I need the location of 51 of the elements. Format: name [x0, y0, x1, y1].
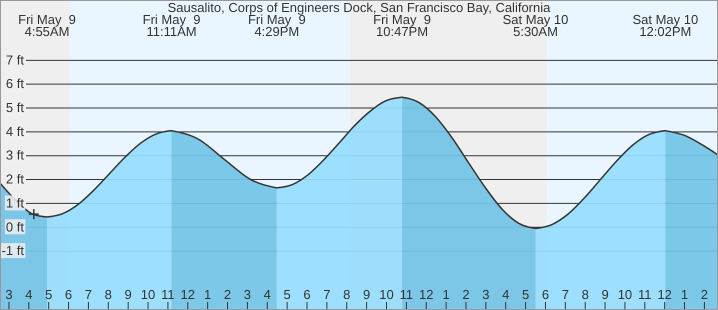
x-tick-label: 6 — [303, 287, 311, 302]
chart-title: Sausalito, Corps of Engineers Dock, San Francisco Bay, California — [168, 0, 552, 15]
x-tick-label: 8 — [104, 287, 112, 302]
x-tick-label: 12 — [657, 287, 672, 302]
x-tick-label: 3 — [244, 287, 252, 302]
y-tick-label: 6 ft — [6, 76, 24, 92]
x-tick-label: 10 — [618, 287, 632, 302]
x-tick-label: 4 — [264, 287, 271, 302]
x-tick-label: 11 — [161, 287, 175, 302]
annotation: Fri May 9 4:55AM — [18, 12, 76, 39]
y-tick-label: 4 ft — [6, 124, 24, 139]
x-tick-label: 3 — [482, 287, 490, 302]
x-tick-label: 5 — [522, 287, 530, 302]
x-tick-label: 8 — [582, 287, 589, 302]
x-tick-label: 9 — [363, 287, 370, 302]
x-tick-label: 1 — [204, 287, 212, 302]
x-tick-label: 1 — [680, 287, 688, 302]
x-tick-label: 11 — [400, 287, 414, 302]
x-tick-label: 6 — [542, 287, 550, 302]
x-tick-label: 2 — [224, 287, 232, 302]
x-tick-label: 7 — [84, 287, 92, 302]
x-tick-label: 12 — [418, 287, 434, 302]
x-tick-label: 8 — [343, 287, 350, 302]
x-tick-label: 3 — [5, 287, 13, 302]
y-tick-label: 1 ft — [6, 195, 24, 210]
y-tick-label: 5 ft — [6, 100, 24, 116]
x-tick-label: 2 — [700, 287, 708, 302]
x-tick-label: 9 — [601, 287, 609, 302]
x-tick-label: 2 — [462, 287, 470, 302]
x-tick-label: 11 — [638, 287, 652, 302]
y-tick-label: -1 ft — [2, 243, 24, 258]
annotation: Fri May 9 11:11AM — [142, 12, 200, 39]
annotation: Sat May 10 12:02PM — [632, 12, 698, 39]
x-tick-label: 5 — [45, 287, 52, 302]
x-tick-label: 4 — [502, 287, 510, 302]
x-tick-label: 1 — [442, 287, 450, 302]
x-tick-label: 10 — [379, 287, 394, 302]
x-tick-label: 5 — [284, 287, 291, 302]
y-tick-label: 3 ft — [6, 148, 24, 163]
y-tick-label: 7 ft — [6, 52, 24, 68]
x-tick-label: 7 — [562, 287, 569, 302]
x-tick-label: 9 — [124, 287, 132, 302]
x-tick-label: 12 — [180, 287, 196, 302]
x-tick-label: 4 — [25, 287, 32, 302]
x-tick-label: 10 — [140, 287, 156, 302]
y-tick-label: 0 ft — [6, 219, 24, 234]
y-tick-label: 2 ft — [6, 172, 24, 187]
annotation: Fri May 9 10:47PM — [373, 12, 431, 39]
annotation: Sat May 10 5:30AM — [502, 12, 568, 39]
x-tick-label: 6 — [64, 287, 72, 302]
x-tick-label: 7 — [323, 287, 330, 302]
